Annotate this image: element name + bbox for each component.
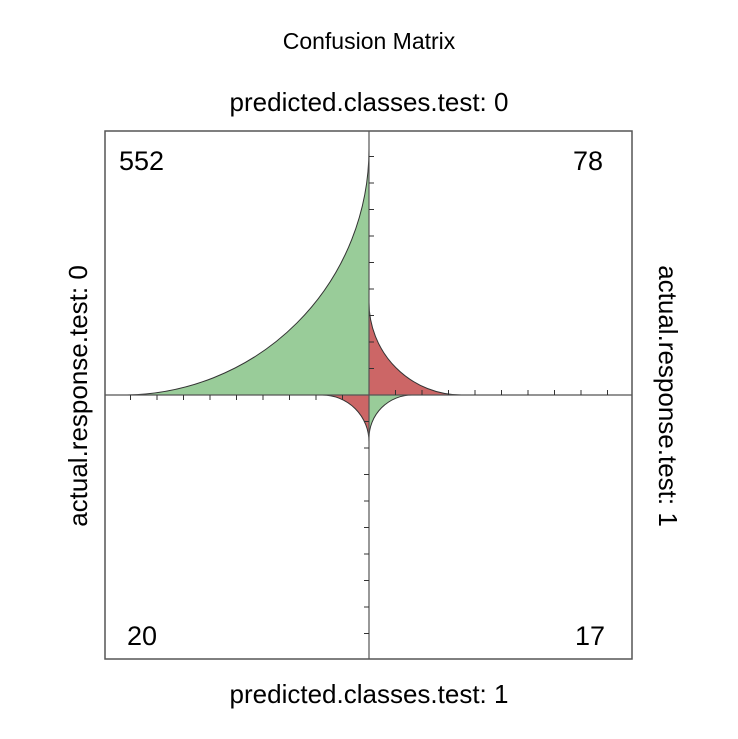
plot-frame — [104, 130, 633, 660]
quarter-circle-actual1-predicted0 — [368, 302, 462, 396]
row-label-actual-1: actual.response.test: 1 — [653, 265, 683, 527]
chart-title: Confusion Matrix — [282, 28, 456, 54]
column-label-predicted-0: predicted.classes.test: 0 — [229, 87, 509, 117]
count-label-actual0-predicted0: 552 — [119, 146, 165, 176]
count-label-actual0-predicted1: 20 — [127, 621, 158, 651]
column-label-predicted-1: predicted.classes.test: 1 — [229, 679, 509, 709]
count-label-actual1-predicted1: 17 — [575, 621, 606, 651]
quarter-circle-actual0-predicted0 — [122, 148, 370, 396]
count-label-actual1-predicted0: 78 — [573, 146, 604, 176]
plot-marks — [104, 130, 633, 660]
row-label-actual-0: actual.response.test: 0 — [63, 265, 93, 527]
